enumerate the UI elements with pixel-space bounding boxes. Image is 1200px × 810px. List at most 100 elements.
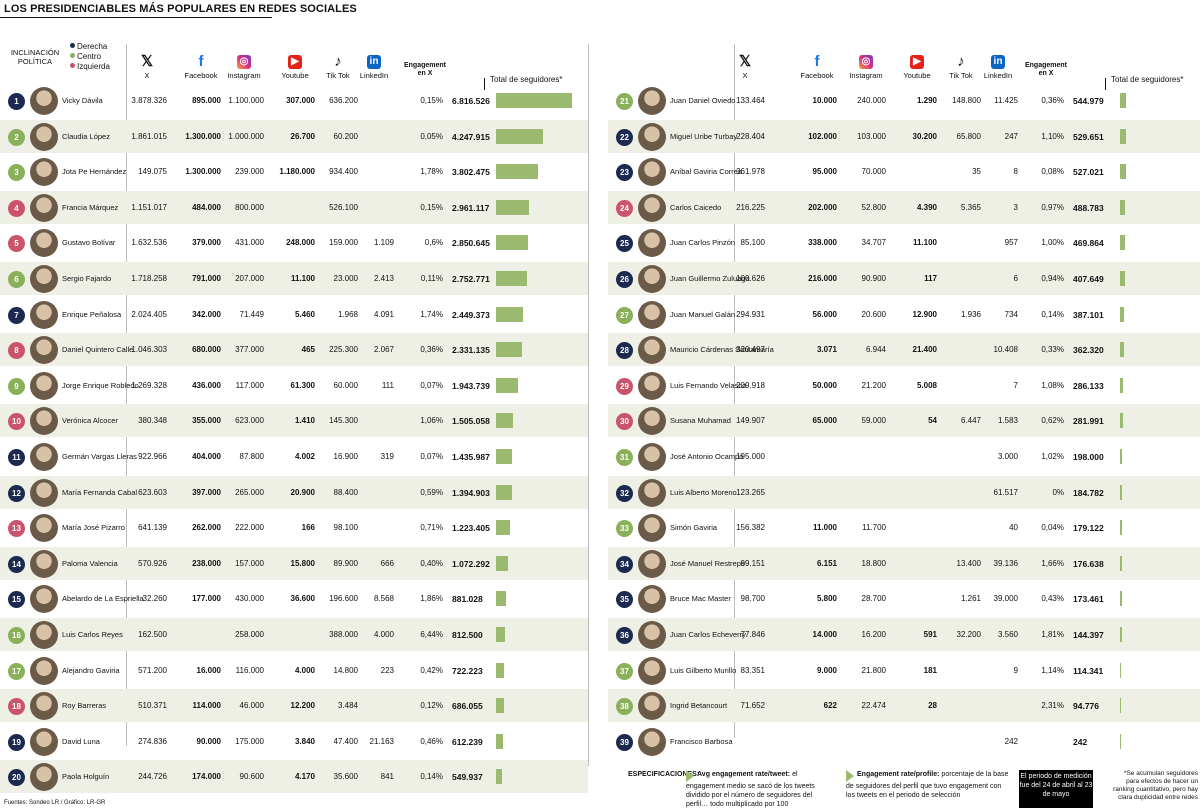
cell-li: 39.000 — [993, 594, 1018, 604]
cell-fb: 9.000 — [816, 665, 837, 675]
cell-total: 544.979 — [1073, 96, 1104, 106]
cell-li: 3 — [1013, 202, 1018, 212]
table-row: 8 Daniel Quintero Calle 1.046.303 680.000 37… — [0, 333, 588, 367]
candidate-name: Paloma Valencia — [62, 558, 118, 568]
tiktok-icon: ♪ — [957, 53, 965, 70]
cell-li: 3.560 — [997, 630, 1018, 639]
cell-total: 1.943.739 — [452, 380, 490, 391]
cell-li: 8.568 — [373, 594, 394, 604]
cell-total: 4.247.915 — [452, 131, 490, 142]
cell-li: 3.000 — [997, 452, 1018, 461]
cell-ig: 59.000 — [861, 416, 886, 426]
cell-yt: 28 — [928, 701, 937, 711]
column-header-tiktok: ♪ Tik Tok — [316, 54, 360, 80]
column-header-total: Total de seguidores* — [490, 75, 563, 84]
column-label-facebook: Facebook — [184, 71, 218, 80]
cell-fb: 6.151 — [816, 558, 837, 568]
candidate-photo — [30, 656, 58, 685]
rank-badge: 38 — [616, 698, 633, 716]
cell-li: 734 — [1004, 309, 1018, 319]
cell-ig: 28.700 — [861, 594, 886, 604]
candidate-name: Vicky Dávila — [62, 96, 103, 105]
cell-tt: 35 — [972, 167, 981, 177]
candidate-name: Luis Gilberto Murillo — [670, 665, 737, 675]
cell-yt: 4.390 — [916, 202, 937, 212]
candidate-name: María Fernanda Cabal — [62, 487, 138, 497]
cell-tt: 35.600 — [333, 772, 358, 782]
cell-eng: 0,04% — [1041, 523, 1064, 533]
column-header-facebook: f Facebook — [179, 54, 223, 80]
rank-badge: 4 — [8, 199, 25, 217]
cell-yt: 3.840 — [294, 736, 315, 746]
cell-eng: 0,36% — [1041, 96, 1064, 105]
triangle-icon — [846, 770, 854, 782]
cell-x: 571.200 — [138, 665, 167, 675]
cell-eng: 6,44% — [420, 630, 443, 639]
candidate-photo — [30, 763, 58, 792]
total-pointer-line — [1105, 78, 1106, 90]
cell-yt: 1.290 — [916, 96, 937, 105]
cell-eng: 0,46% — [420, 736, 443, 746]
rank-badge: 39 — [616, 733, 633, 751]
cell-eng: 0,15% — [420, 202, 443, 212]
x-logo-icon: 𝕏 — [140, 53, 154, 70]
cell-total: 2.961.117 — [452, 202, 490, 213]
cell-tt: 148.800 — [952, 96, 981, 105]
cell-yt: 5.460 — [294, 309, 315, 319]
candidate-name: Aníbal Gaviria Correa — [670, 167, 743, 177]
cell-yt: 12.200 — [290, 701, 315, 711]
cell-total: 549.937 — [452, 772, 483, 783]
table-row: 25 Juan Carlos Pinzón 85.100 338.000 34.707 1… — [608, 226, 1200, 259]
rank-badge: 17 — [8, 662, 25, 680]
table-row: 37 Luis Gilberto Murillo 83.351 9.000 21.800… — [608, 654, 1200, 687]
cell-tt: 98.100 — [333, 523, 358, 533]
cell-li: 666 — [380, 558, 394, 568]
table-row: 26 Juan Guillermo Zuluaga 100.626 216.000 90… — [608, 262, 1200, 295]
candidate-photo — [638, 692, 666, 721]
cell-eng: 0,14% — [420, 772, 443, 782]
cell-total: 281.991 — [1073, 416, 1104, 427]
table-row: 2 Claudia López 1.861.015 1.300.000 1.000.00… — [0, 119, 588, 153]
total-bar — [1120, 413, 1123, 429]
candidate-name: María José Pizarro — [62, 523, 125, 533]
cell-x: 123.265 — [736, 487, 765, 497]
linkedin-icon: in — [367, 55, 381, 69]
rank-badge: 14 — [8, 555, 25, 573]
total-bar — [1120, 591, 1122, 607]
cell-li: 319 — [380, 452, 394, 461]
total-bar — [1120, 128, 1126, 144]
cell-fb: 56.000 — [812, 309, 837, 319]
cell-tt: 60.000 — [333, 380, 358, 390]
cell-ig: 116.000 — [235, 665, 264, 675]
total-bar — [1120, 627, 1122, 642]
rank-badge: 29 — [616, 377, 633, 395]
total-bar — [1120, 306, 1124, 322]
cell-ig: 175.000 — [235, 736, 264, 746]
cell-tt: 89.900 — [333, 558, 358, 568]
cell-eng: 1,14% — [1041, 665, 1064, 675]
cell-yt: 20.900 — [290, 487, 315, 497]
total-bar — [496, 306, 523, 322]
candidate-name: José Manuel Restrepo — [670, 558, 746, 568]
cell-yt: 1.410 — [294, 416, 315, 426]
cell-eng: 0,43% — [1041, 594, 1064, 604]
total-bar — [1120, 662, 1121, 678]
cell-total: 2.449.373 — [452, 309, 490, 320]
cell-fb: 355.000 — [192, 416, 221, 426]
total-bar — [1120, 199, 1125, 215]
cell-total: 144.397 — [1073, 630, 1104, 640]
cell-total: 529.651 — [1073, 131, 1104, 142]
rank-badge: 35 — [616, 591, 633, 609]
cell-total: 469.864 — [1073, 238, 1104, 249]
specs-rate-text: porcentaje de la base de seguidores del … — [846, 771, 1009, 799]
page-title: LOS PRESIDENCIABLES MÁS POPULARES EN RED… — [4, 3, 357, 15]
candidate-photo — [30, 300, 58, 329]
cell-yt: 12.900 — [912, 309, 937, 319]
table-row: 28 Mauricio Cárdenas Santamaría 320.497 3.0… — [608, 333, 1200, 367]
total-bar — [1120, 733, 1121, 749]
cell-fb: 5.800 — [816, 594, 837, 604]
candidate-name: Jota Pe Hernández — [62, 167, 127, 177]
cell-x: 83.351 — [740, 665, 765, 675]
cell-yt: 11.100 — [290, 274, 315, 283]
cell-fb: 174.000 — [192, 772, 221, 782]
